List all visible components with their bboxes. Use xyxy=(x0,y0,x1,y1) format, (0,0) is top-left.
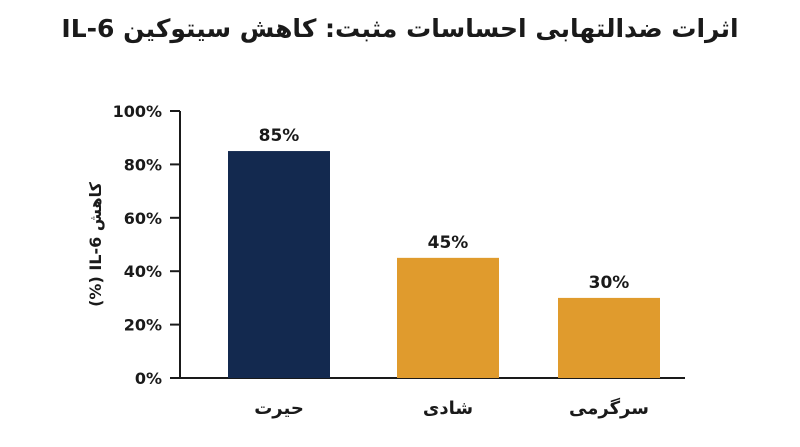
y-tick-label: 0% xyxy=(135,369,162,388)
chart-title: اثرات ضدالتهابی احساسات مثبت: کاهش سیتوک… xyxy=(61,14,739,43)
bar xyxy=(558,297,660,378)
category-label: سرگرمی xyxy=(569,397,649,419)
data-label: 85% xyxy=(259,126,300,146)
y-tick-label: 40% xyxy=(124,262,162,281)
category-label: شادی xyxy=(423,398,473,419)
bar xyxy=(228,151,330,378)
data-label: 45% xyxy=(428,233,469,253)
bar xyxy=(397,257,499,378)
bars xyxy=(228,151,660,378)
y-tick-label: 20% xyxy=(124,316,162,335)
y-tick-label: 60% xyxy=(124,209,162,228)
labels: 85% حیرت 45% شادی 30% سرگرمی xyxy=(254,126,649,419)
y-tick-label: 80% xyxy=(124,155,162,174)
y-axis: 0% 20% 40% 60% 80% 100% کاهش IL-6 (%) xyxy=(86,102,685,388)
category-label: حیرت xyxy=(254,398,304,419)
y-axis-title: کاهش IL-6 (%) xyxy=(86,181,105,306)
y-tick-label: 100% xyxy=(113,102,162,121)
data-label: 30% xyxy=(589,273,630,293)
